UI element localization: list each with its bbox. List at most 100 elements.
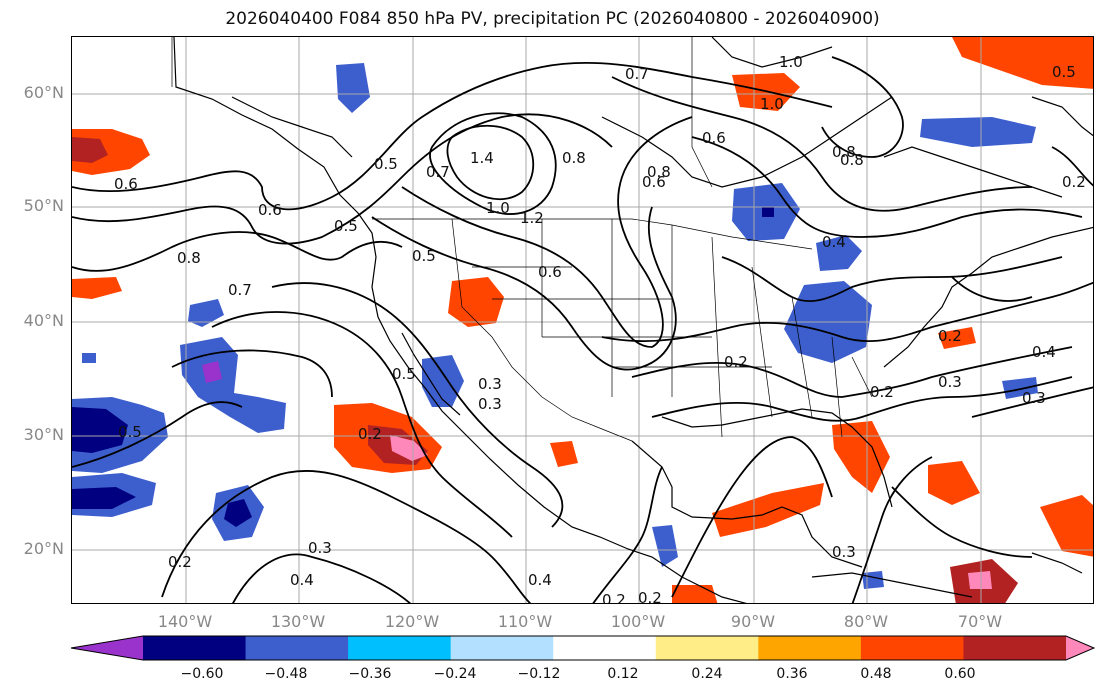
contour-label: 0.8 [177, 249, 201, 267]
colorbar-tick-label: −0.48 [264, 666, 308, 682]
precip-negative-patch [862, 571, 884, 589]
map-panel: 0.7 1.0 1.0 0.6 0.5 1.4 0.8 0.6 0.6 0.5 … [71, 36, 1094, 604]
precip-shading [72, 37, 1093, 603]
lat-label-20n: 20°N [23, 539, 64, 558]
coastlines [173, 37, 1093, 603]
contour-label: 0.6 [642, 173, 666, 191]
precip-positive-patch [1040, 495, 1093, 557]
contour-label: 0.2 [938, 327, 962, 345]
contour-label: 0.2 [870, 383, 894, 401]
contour-label: 0.6 [702, 129, 726, 147]
precip-negative-patch [180, 337, 286, 433]
contour-label: 0.3 [832, 543, 856, 561]
contour-label: 0.2 [1062, 173, 1086, 191]
colorbar-swatch [963, 636, 1067, 660]
contour-label: 0.7 [228, 281, 252, 299]
contour-label: 0.6 [538, 263, 562, 281]
precip-positive-patch [72, 277, 122, 299]
precip-positive-patch [550, 441, 578, 467]
contour-label: 0.5 [334, 217, 358, 235]
precip-extreme-patch [968, 571, 992, 589]
precip-strong-patch [72, 137, 108, 163]
contour-label: 1.0 [779, 53, 803, 71]
colorbar [70, 635, 1096, 661]
contour-label: 0.2 [168, 553, 192, 571]
contour-label: 0.3 [1022, 389, 1046, 407]
precip-positive-patch [448, 277, 504, 327]
colorbar-swatch [860, 636, 964, 660]
contour-label: 0.2 [358, 425, 382, 443]
contour-label: 0.3 [308, 539, 332, 557]
contour-label: 0.3 [478, 375, 502, 393]
contour-label: 0.4 [290, 571, 314, 589]
contour-label: 0.7 [426, 163, 450, 181]
precip-strong-neg-patch [72, 487, 136, 509]
lat-label-60n: 60°N [23, 83, 64, 102]
contour-label: 0.3 [478, 395, 502, 413]
precip-extreme-patch [390, 435, 428, 461]
colorbar-tick-label: −0.60 [180, 666, 224, 682]
precip-positive-patch [952, 37, 1093, 89]
contour-label: 0.5 [1052, 63, 1076, 81]
colorbar-swatches [71, 636, 1094, 660]
contour-label: 1.2 [520, 209, 544, 227]
contour-label: 0.4 [528, 571, 552, 589]
precip-positive-patch [712, 483, 824, 537]
lat-label-50n: 50°N [23, 196, 64, 215]
colorbar-extend-high [1066, 636, 1094, 660]
contour-label: 1.0 [486, 199, 510, 217]
colorbar-tick-label: 0.12 [607, 666, 639, 682]
precip-negative-patch [1002, 377, 1038, 399]
contour-label: 1.0 [760, 95, 784, 113]
lon-label-120w: 120°W [384, 612, 440, 631]
contour-label: 0.8 [840, 151, 864, 169]
precip-negative-patch [336, 63, 370, 113]
precip-deep-patch [202, 361, 222, 383]
precip-negative-patch [188, 299, 224, 327]
colorbar-tick-label: 0.48 [860, 666, 892, 682]
contour-label: 0.2 [602, 591, 626, 604]
contour-label: 0.6 [258, 201, 282, 219]
lon-label-100w: 100°W [610, 612, 666, 631]
precip-negative-patch [652, 525, 678, 567]
contour-label: 0.3 [938, 373, 962, 391]
lon-label-130w: 130°W [270, 612, 326, 631]
colorbar-swatch [143, 636, 247, 660]
colorbar-tick-label: 0.24 [691, 666, 723, 682]
precip-positive-patch [832, 421, 890, 493]
colorbar-tick-label: 0.60 [944, 666, 976, 682]
political-borders [171, 37, 873, 442]
contour-label: 0.6 [114, 175, 138, 193]
colorbar-tick-label: 0.36 [776, 666, 808, 682]
contour-label: 0.2 [724, 353, 748, 371]
precip-positive-patch [938, 327, 976, 349]
contour-label: 0.4 [1032, 343, 1056, 361]
pv-contours [72, 56, 1093, 603]
lon-label-90w: 90°W [730, 612, 776, 631]
precip-negative-patch [82, 353, 96, 363]
precip-positive-patch [928, 461, 980, 505]
contour-label: 0.8 [647, 163, 671, 181]
contour-label: 0.5 [118, 423, 142, 441]
lat-label-30n: 30°N [23, 425, 64, 444]
precip-negative-patch [920, 117, 1036, 147]
lat-label-40n: 40°N [23, 311, 64, 330]
colorbar-swatch [450, 636, 554, 660]
contour-label: 0.2 [638, 589, 662, 604]
contour-labels: 0.7 1.0 1.0 0.6 0.5 1.4 0.8 0.6 0.6 0.5 … [114, 53, 1086, 604]
contour-label: 0.5 [374, 155, 398, 173]
colorbar-swatch [553, 636, 657, 660]
colorbar-outline [70, 635, 1096, 661]
colorbar-tick-label: −0.36 [348, 666, 392, 682]
precip-strong-neg-patch [72, 407, 128, 453]
contour-label: 0.7 [625, 65, 649, 83]
contour-label: 0.8 [832, 143, 856, 161]
precip-negative-patch [422, 355, 464, 407]
lon-label-110w: 110°W [497, 612, 553, 631]
contour-label: 0.5 [412, 247, 436, 265]
colorbar-tick-label: −0.12 [517, 666, 561, 682]
lon-label-140w: 140°W [157, 612, 213, 631]
colorbar-swatch [348, 636, 452, 660]
graticule [72, 37, 1093, 603]
colorbar-swatch [245, 636, 349, 660]
